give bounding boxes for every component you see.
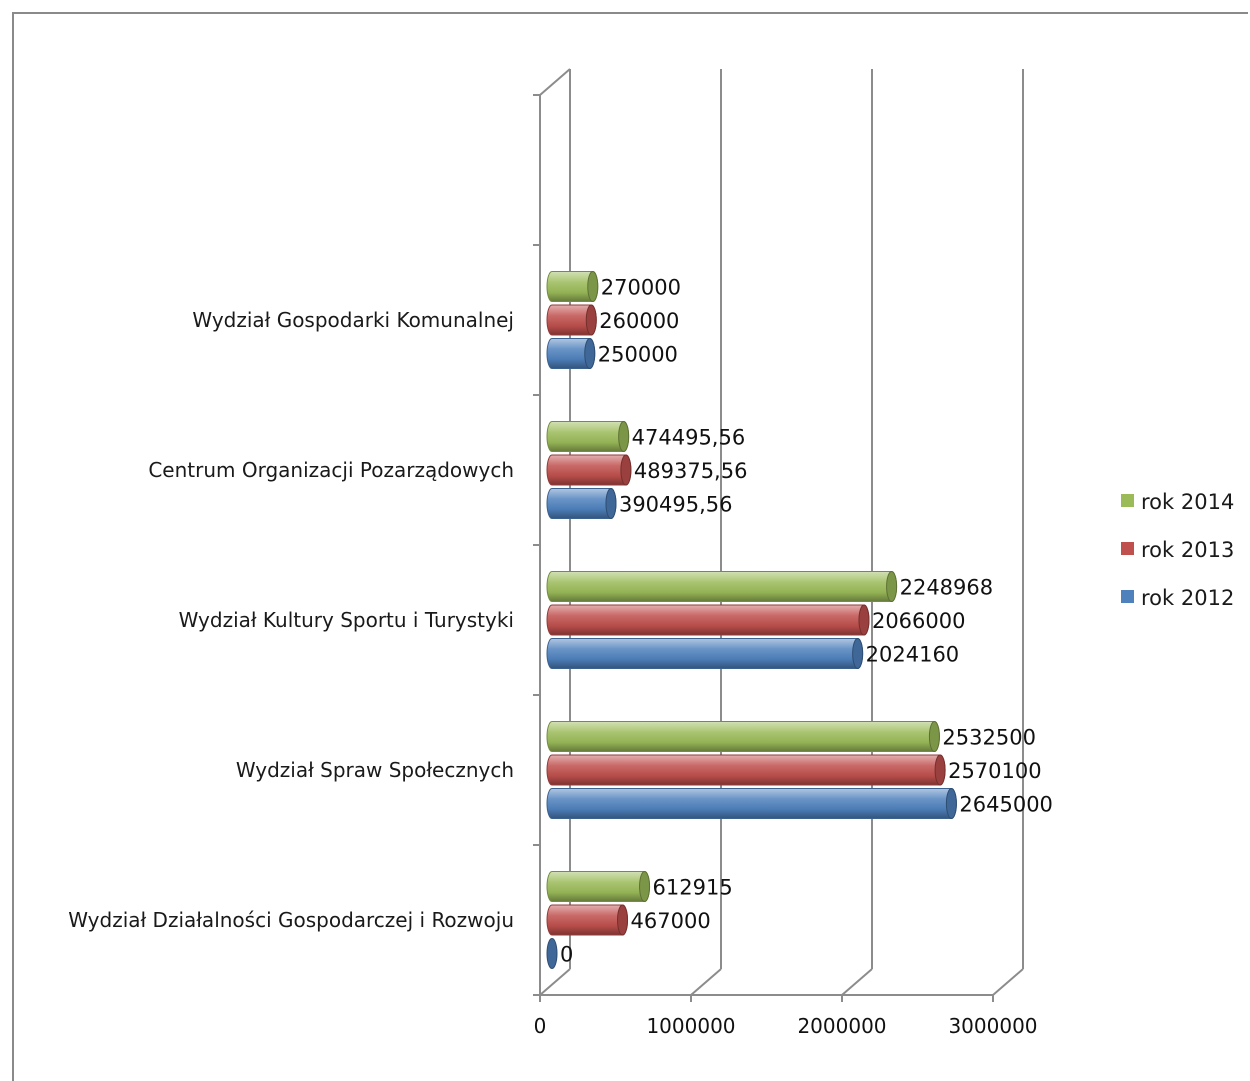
bar-rok-2012-wydzial-spraw-spolecznych — [546, 788, 957, 819]
legend-label: rok 2013 — [1141, 538, 1234, 562]
data-label: 2570100 — [948, 759, 1042, 783]
chart-frame — [12, 12, 1248, 1081]
data-label: 489375,56 — [634, 459, 748, 483]
bar-rok-2014-centrum-organizacji-pozarzadowych — [546, 421, 630, 452]
floor-line — [841, 968, 873, 996]
legend: rok 2014 rok 2013 rok 2012 — [1121, 490, 1234, 610]
category-label-wydzial-gospodarki-komunalnej: Wydział Gospodarki Komunalnej — [192, 308, 514, 332]
bar-rok-2012-wydzial-dzialalnosci-gospodarczej-i-rozwoju — [546, 938, 558, 969]
bar-rok-2013-wydzial-gospodarki-komunalnej — [546, 304, 597, 336]
chart-walls — [533, 68, 993, 996]
x-tick-label: 1000000 — [646, 1014, 735, 1038]
data-label: 260000 — [599, 309, 679, 333]
bar-rok-2012-wydzial-kultury-sportu-i-turystyki — [546, 638, 864, 669]
category-label-centrum-organizacji-pozarzadowych: Centrum Organizacji Pozarządowych — [148, 458, 514, 482]
bar-rok-2012-centrum-organizacji-pozarzadowych — [546, 488, 617, 519]
floor-line — [539, 968, 571, 996]
data-label: 390495,56 — [619, 493, 733, 517]
category-label-wydzial-spraw-spolecznych: Wydział Spraw Społecznych — [236, 758, 514, 782]
legend-swatch — [1121, 542, 1134, 555]
wall-edge — [539, 68, 571, 96]
data-label: 2645000 — [959, 793, 1053, 817]
legend-item-rok-2012: rok 2012 — [1121, 586, 1234, 610]
legend-label: rok 2014 — [1141, 490, 1234, 514]
bar-rok-2014-wydzial-kultury-sportu-i-turystyki — [546, 571, 898, 602]
data-label: 270000 — [601, 276, 681, 300]
bars — [546, 271, 957, 969]
legend-item-rok-2014: rok 2014 — [1121, 490, 1234, 514]
bar-rok-2014-wydzial-spraw-spolecznych — [546, 721, 940, 752]
category-label-wydzial-dzialalnosci-gospodarczej-i-rozwoju: Wydział Działalności Gospodarczej i Rozw… — [68, 908, 514, 932]
data-label: 0 — [560, 943, 573, 967]
bar-rok-2014-wydzial-gospodarki-komunalnej — [546, 271, 599, 302]
data-label: 2248968 — [900, 576, 994, 600]
x-tick-label: 0 — [534, 1014, 547, 1038]
bar-rok-2013-wydzial-dzialalnosci-gospodarczej-i-rozwoju — [546, 904, 629, 936]
legend-swatch — [1121, 590, 1134, 603]
floor-line — [992, 968, 1024, 996]
data-label: 250000 — [598, 343, 678, 367]
bar-rok-2012-wydzial-gospodarki-komunalnej — [546, 338, 596, 369]
bar-rok-2013-wydzial-spraw-spolecznych — [546, 754, 946, 786]
x-tick-label: 3000000 — [948, 1014, 1037, 1038]
legend-item-rok-2013: rok 2013 — [1121, 538, 1234, 562]
bar-rok-2013-wydzial-kultury-sportu-i-turystyki — [546, 604, 870, 636]
bar-rok-2014-wydzial-dzialalnosci-gospodarczej-i-rozwoju — [546, 871, 651, 902]
data-label: 2024160 — [866, 643, 960, 667]
gridlines — [539, 69, 1024, 1002]
data-label: 467000 — [631, 909, 711, 933]
floor-line — [690, 968, 722, 996]
labels: 0 1000000 2000000 3000000 Wydział Działalnoś… — [68, 276, 1053, 1039]
bar-rok-2013-centrum-organizacji-pozarzadowych — [546, 454, 632, 486]
data-label: 2066000 — [872, 609, 966, 633]
data-label: 474495,56 — [632, 426, 746, 450]
legend-swatch — [1121, 494, 1134, 507]
x-tick-label: 2000000 — [797, 1014, 886, 1038]
category-label-wydzial-kultury-sportu-i-turystyki: Wydział Kultury Sportu i Turystyki — [179, 608, 514, 632]
data-label: 612915 — [653, 876, 733, 900]
legend-label: rok 2012 — [1141, 586, 1234, 610]
data-label: 2532500 — [942, 726, 1036, 750]
